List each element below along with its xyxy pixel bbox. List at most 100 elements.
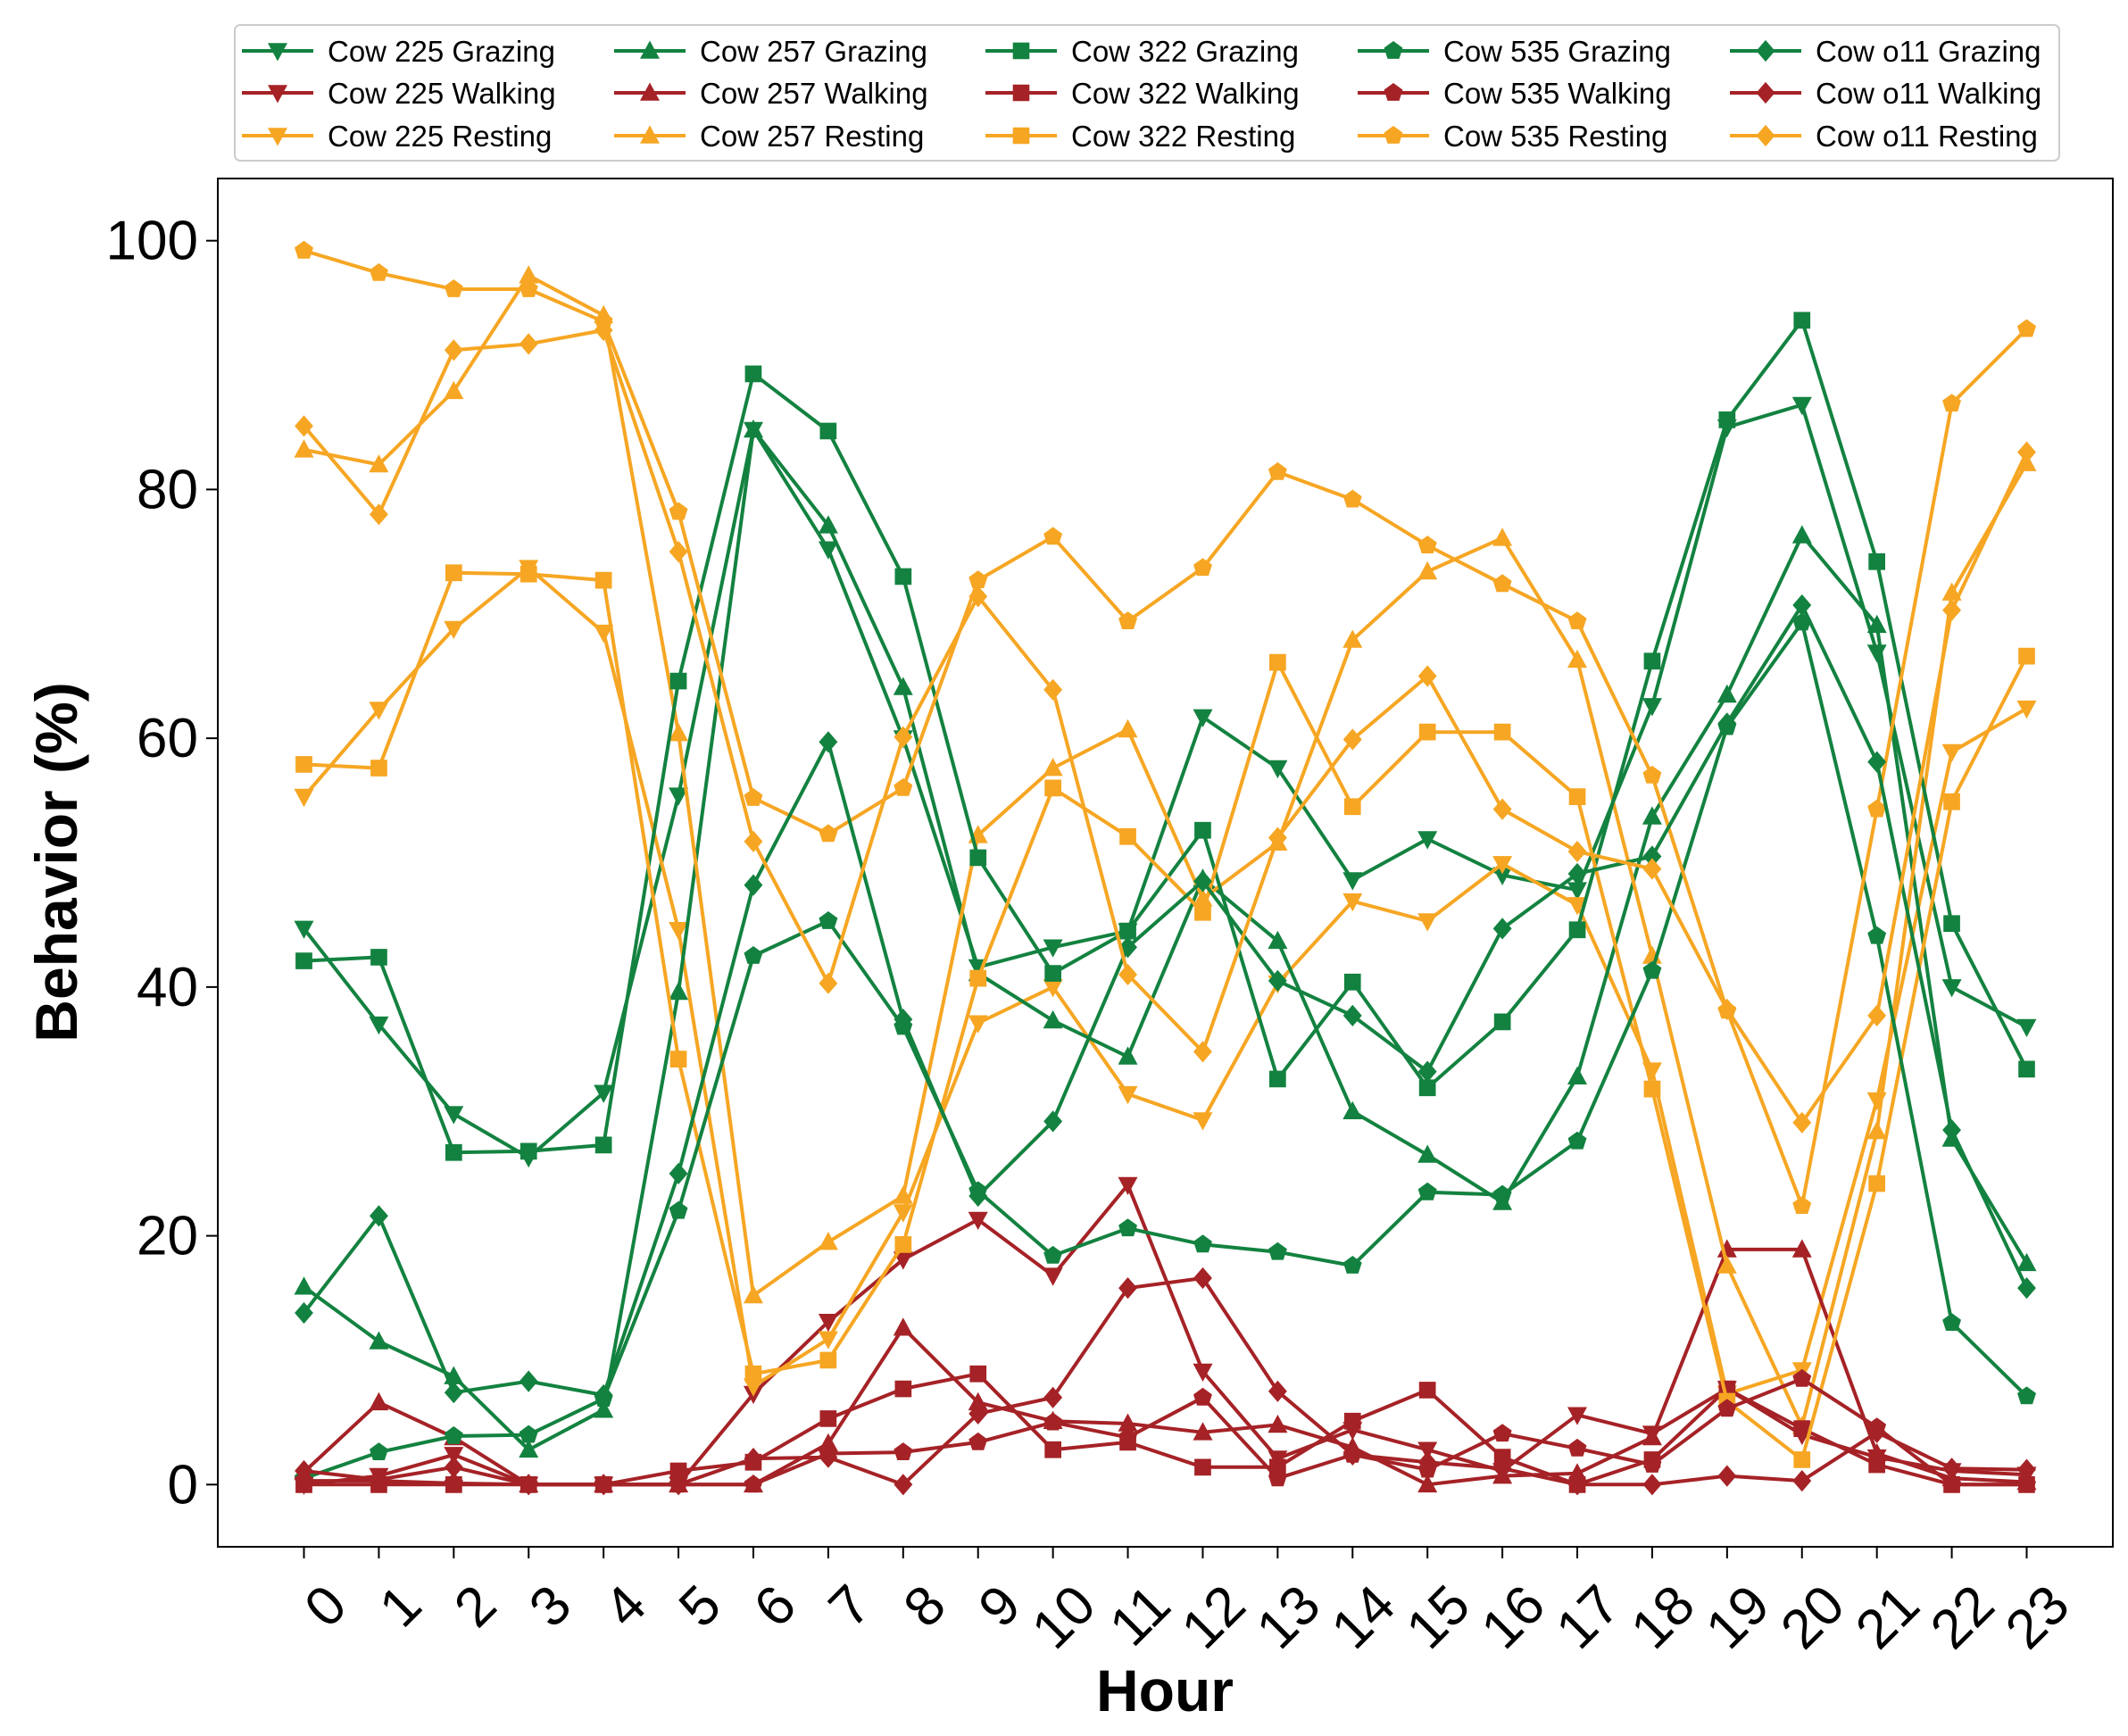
data-point	[295, 1459, 313, 1483]
data-point	[669, 723, 689, 742]
data-point	[1717, 1399, 1737, 1417]
legend-marker	[640, 82, 660, 101]
data-point	[1418, 1079, 1436, 1097]
legend-marker	[1012, 84, 1030, 102]
series-cow-535-resting	[295, 240, 2036, 1214]
data-point	[1718, 411, 1736, 428]
data-point	[1493, 1013, 1511, 1031]
data-point	[1868, 1456, 1885, 1474]
data-point	[2016, 1252, 2037, 1272]
data-point	[744, 1448, 763, 1470]
data-point	[1342, 1004, 1362, 1026]
data-point	[1568, 921, 1586, 939]
data-point	[1417, 1144, 1438, 1163]
data-point	[1942, 1313, 1961, 1331]
data-point	[1118, 611, 1137, 629]
data-point	[2017, 319, 2036, 337]
x-tick-label: 6	[743, 1574, 808, 1639]
data-point	[370, 1442, 388, 1460]
series-cow-o11-resting	[295, 319, 2036, 1134]
data-point	[370, 262, 388, 281]
data-point	[669, 672, 687, 690]
data-point	[1567, 1438, 1587, 1457]
data-point	[1193, 1422, 1213, 1441]
data-point	[445, 564, 462, 582]
data-point	[968, 1211, 988, 1230]
legend-label: Cow 322 Grazing	[1071, 35, 1299, 68]
data-point	[1417, 1474, 1438, 1493]
legend-label: Cow 322 Resting	[1071, 120, 1295, 153]
data-point	[1642, 1426, 1662, 1446]
data-point	[818, 1331, 838, 1350]
data-point	[1867, 926, 1887, 944]
data-point	[669, 922, 689, 941]
data-point	[594, 319, 613, 342]
data-point	[1866, 1092, 1887, 1111]
data-point	[1791, 396, 1812, 416]
data-point	[1492, 867, 1513, 885]
series-line	[302, 403, 2028, 1159]
y-tick-label: 40	[137, 957, 198, 1018]
data-point	[444, 620, 464, 639]
data-point	[1942, 599, 1961, 621]
data-point	[1417, 1182, 1437, 1200]
data-point	[1418, 1382, 1436, 1399]
data-point	[968, 1432, 988, 1450]
data-point	[1642, 806, 1662, 825]
data-point	[1492, 1184, 1512, 1203]
data-point	[1417, 1451, 1437, 1474]
legend-entry-cow-535-grazing: Cow 535 Grazing	[1358, 35, 1671, 68]
data-point	[444, 1473, 463, 1491]
y-tick-label: 0	[168, 1454, 198, 1516]
legend-entry-cow-257-resting: Cow 257 Resting	[614, 120, 924, 153]
data-point	[1118, 1277, 1137, 1300]
data-point	[1118, 1176, 1138, 1195]
data-point	[968, 1015, 988, 1034]
data-point	[1044, 1441, 1061, 1458]
data-point	[744, 788, 763, 806]
data-point	[1119, 922, 1136, 940]
legend-marker	[1384, 126, 1403, 144]
data-point	[893, 1251, 913, 1270]
data-point	[1792, 1470, 1812, 1492]
legend-entry-cow-257-walking: Cow 257 Walking	[614, 77, 928, 110]
series-cow-257-resting	[294, 265, 2037, 1434]
legend-entry-cow-o11-walking: Cow o11 Walking	[1730, 77, 2041, 110]
legend-label: Cow 535 Grazing	[1443, 35, 1671, 68]
data-point	[295, 1301, 313, 1325]
data-point	[1567, 649, 1587, 669]
x-tick-label: 7	[818, 1574, 883, 1639]
x-tick-label: 0	[293, 1574, 358, 1639]
legend-label: Cow o11 Grazing	[1816, 35, 2041, 68]
data-point	[1343, 798, 1361, 816]
x-tick-label: 8	[893, 1574, 958, 1639]
data-point	[1043, 1110, 1063, 1133]
data-point	[519, 1474, 538, 1496]
data-point	[1118, 718, 1138, 738]
plot-frame	[217, 178, 2114, 1548]
data-point	[2017, 1474, 2036, 1493]
data-point	[1193, 558, 1212, 577]
data-point	[744, 419, 763, 438]
data-point	[294, 1276, 314, 1295]
data-point	[370, 1468, 388, 1491]
legend-entry-cow-322-grazing: Cow 322 Grazing	[985, 35, 1299, 68]
legend-entry-cow-225-resting: Cow 225 Resting	[242, 120, 552, 153]
data-point	[1268, 461, 1287, 480]
legend-label: Cow o11 Walking	[1816, 77, 2041, 110]
data-point	[1867, 799, 1887, 818]
data-point	[1118, 1427, 1137, 1446]
data-point	[744, 946, 763, 964]
data-point	[2017, 1386, 2036, 1405]
data-point	[444, 1426, 463, 1444]
legend-entry-cow-o11-grazing: Cow o11 Grazing	[1730, 35, 2041, 68]
series-cow-225-walking	[294, 1176, 2037, 1495]
legend-label: Cow 535 Walking	[1443, 77, 1672, 110]
data-point	[669, 1200, 688, 1219]
data-point	[1268, 826, 1287, 849]
series-line	[303, 273, 2029, 1428]
data-point	[1643, 652, 1661, 670]
data-point	[1342, 872, 1363, 891]
data-point	[1492, 1458, 1512, 1480]
data-point	[2018, 647, 2035, 665]
